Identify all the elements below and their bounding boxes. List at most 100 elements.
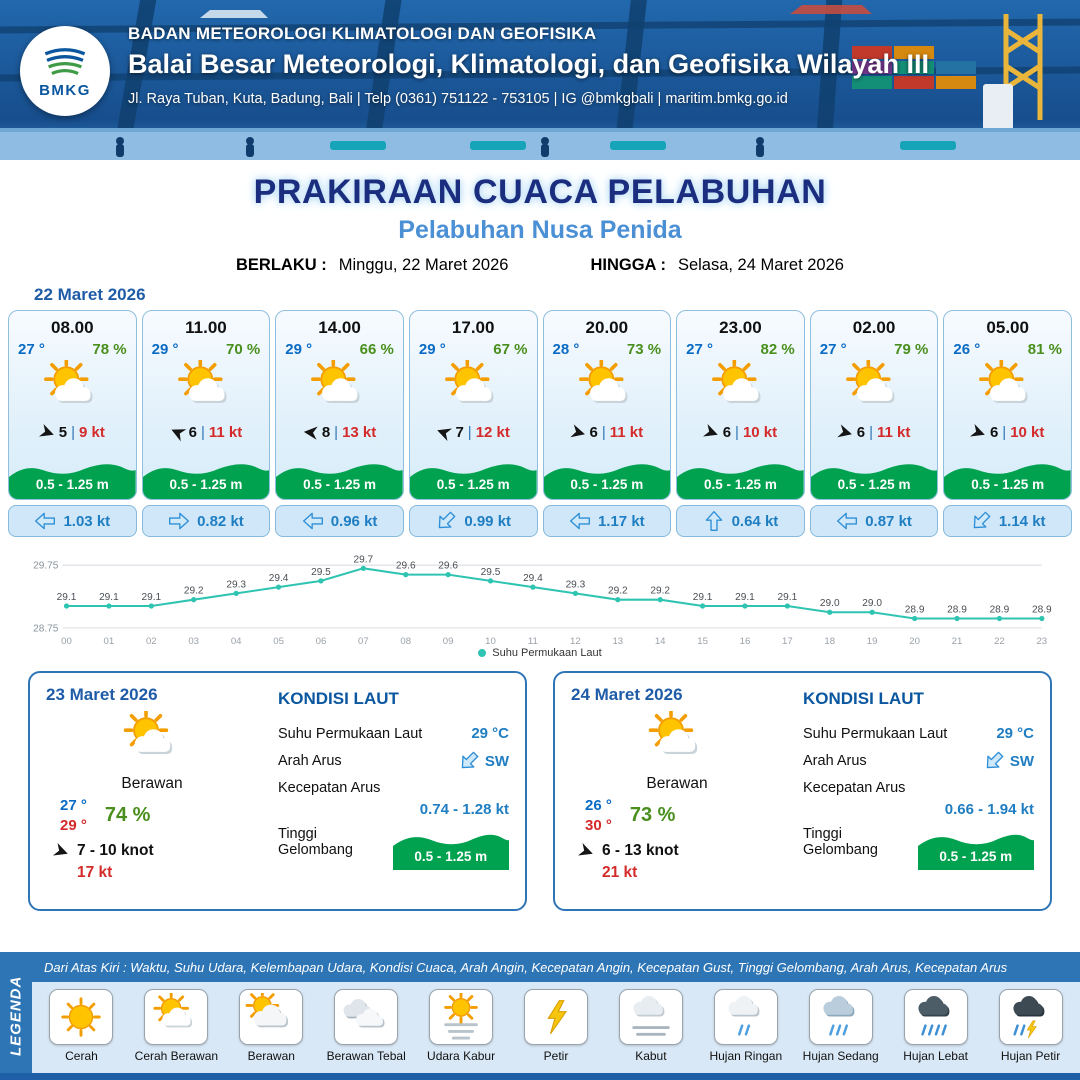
wind-direction-arrow-icon [167,423,187,443]
current-direction-value: SW [1009,752,1034,770]
daily-wave-value: 0.5 - 1.25 m [414,849,488,865]
legend-icon-box [239,989,304,1045]
wave-shape [276,464,403,499]
legend-weather-icon [434,993,488,1041]
current-speed-value: 0.66 - 1.94 kt [944,801,1034,819]
wind-row: 8 | 13 kt [276,424,403,441]
current-speed: 0.82 kt [197,512,244,530]
daily-temp-min: 27 ° [60,797,87,815]
berlaku-label: BERLAKU : [236,256,327,274]
weather-icon [827,360,922,420]
temp-humidity-row: 29 ° 67 % [410,338,537,358]
current-box: 0.64 kt [676,505,805,537]
current-direction-arrow-icon [431,505,462,536]
wave-shape [677,464,804,499]
legend-item-label: Hujan Lebat [903,1049,968,1063]
temp-humidity-row: 28 ° 73 % [544,338,671,358]
svg-text:28.9: 28.9 [947,604,967,615]
wind-row: 6 | 11 kt [811,424,938,441]
current-direction-arrow-icon [569,510,591,532]
wind-gust: 11 kt [208,424,243,441]
legend-icon-box [998,989,1063,1045]
svg-text:15: 15 [697,636,708,646]
current-direction-value-group: SW [458,750,509,772]
air-temperature: 29 ° [285,341,313,358]
wind-row: 6 | 10 kt [944,423,1071,441]
current-direction-arrow-icon [34,510,56,532]
current-speed-value-row: 0.74 - 1.28 kt [278,801,509,818]
current-speed-label: Kecepatan Arus [278,780,381,797]
wind-separator: | [334,424,339,441]
daily-weather-column: 23 Maret 2026 Berawan 27 ° 29 ° 74 % 7 -… [46,685,258,897]
port-illustration [0,0,1080,160]
current-box: 0.82 kt [141,505,271,537]
current-direction-row: Arah Arus SW [803,750,1034,772]
wind-gust: 12 kt [475,424,510,441]
legend-item: Berawan [224,989,318,1063]
svg-text:16: 16 [740,636,751,646]
legend-weather-icon [624,993,678,1041]
weather-icon [693,360,788,420]
svg-text:28.9: 28.9 [905,604,925,615]
forecast-card-body: 02.00 27 ° 79 % 6 | 11 kt 0.5 - 1.25 m [809,310,939,500]
sst-label: Suhu Permukaan Laut [803,725,948,742]
svg-text:00: 00 [61,636,72,646]
legend-item: Petir [509,989,603,1063]
daily-wind-arrow-icon [52,842,71,861]
wave-height-value: 0.5 - 1.25 m [436,477,510,492]
svg-text:05: 05 [273,636,284,646]
daily-temp-max: 29 ° [60,817,87,835]
wind-row: 7 | 12 kt [410,424,537,442]
legend-weather-icon [814,993,868,1041]
daily-temp-row: 27 ° 29 ° 74 % [60,797,150,834]
current-box: 1.17 kt [542,505,672,537]
forecast-card: 02.00 27 ° 79 % 6 | 11 kt 0.5 - 1.25 m 0… [809,310,939,537]
wave-height-band: 0.5 - 1.25 m [543,455,671,499]
legend-series-dot [478,649,487,658]
temp-humidity-row: 26 ° 81 % [944,338,1071,358]
wind-direction-arrow-icon [702,423,721,442]
forecast-card: 23.00 27 ° 82 % 6 | 10 kt 0.5 - 1.25 m 0… [676,310,805,537]
forecast-date: 22 Maret 2026 [34,285,146,304]
forecast-time: 08.00 [51,318,94,337]
humidity: 70 % [226,341,261,358]
legend-footer: LEGENDA Dari Atas Kiri : Waktu, Suhu Uda… [0,952,1080,1080]
wind-row: 6 | 11 kt [544,424,671,441]
legend-weather-icon [244,993,298,1041]
forecast-card-body: 20.00 28 ° 73 % 6 | 11 kt 0.5 - 1.25 m [542,310,672,500]
hingga-value: Selasa, 24 Maret 2026 [677,256,844,274]
svg-text:28.75: 28.75 [33,623,59,634]
svg-text:29.0: 29.0 [862,598,882,609]
temp-humidity-row: 27 ° 78 % [9,338,136,358]
sea-conditions-column: KONDISI LAUT Suhu Permukaan Laut 29 °C A… [258,685,509,897]
wind-direction-arrow-icon [302,424,318,440]
legend-weather-icon [529,993,583,1041]
legend-item: Cerah Berawan [129,989,223,1063]
temp-humidity-row: 29 ° 66 % [276,338,403,358]
legend-icon-box [144,989,209,1045]
svg-text:21: 21 [952,636,963,646]
bmkg-logo: BMKG [20,26,110,116]
current-speed-value: 0.74 - 1.28 kt [419,801,509,819]
wind-speed: 6 [722,424,732,441]
svg-text:29.1: 29.1 [735,592,755,603]
daily-card: 23 Maret 2026 Berawan 27 ° 29 ° 74 % 7 -… [28,671,527,912]
current-direction-arrow-icon [168,510,190,532]
legend-item: Udara Kabur [414,989,508,1063]
daily-wind-arrow-icon [577,842,596,861]
legend-item-label: Hujan Petir [1000,1049,1061,1063]
wind-row: 6 | 10 kt [677,423,804,442]
wind-separator: | [71,424,75,441]
weather-icon [25,360,120,420]
bmkg-logo-text: BMKG [39,81,91,99]
wind-separator: | [200,424,205,441]
wind-gust: 11 kt [877,424,911,441]
forecast-card: 20.00 28 ° 73 % 6 | 11 kt 0.5 - 1.25 m 1… [542,310,672,537]
wave-height-band: 0.5 - 1.25 m [142,455,270,499]
wave-height-label: Tinggi Gelombang [278,826,353,859]
current-direction-value-group: SW [983,750,1034,772]
forecast-card-body: 11.00 29 ° 70 % 6 | 11 kt 0.5 - 1.25 m [141,310,271,500]
berlaku-value: Minggu, 22 Maret 2026 [338,256,509,274]
air-temperature: 26 ° [953,341,981,358]
legend-item-label: Petir [543,1049,569,1063]
